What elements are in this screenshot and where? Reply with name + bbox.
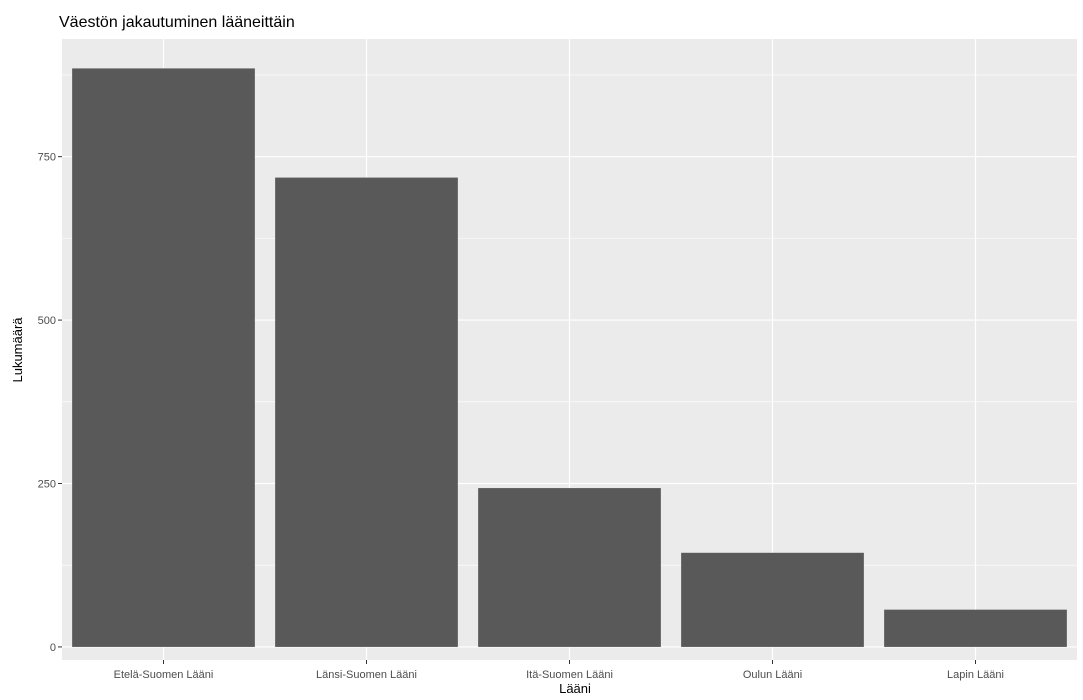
x-tick-label: Itä-Suomen Lääni bbox=[526, 669, 613, 681]
x-axis-title: Lääni bbox=[559, 681, 591, 696]
y-tick-label: 500 bbox=[38, 315, 56, 327]
y-tick-label: 250 bbox=[38, 479, 56, 491]
x-tick-label: Länsi-Suomen Lääni bbox=[316, 669, 417, 681]
bar bbox=[681, 552, 864, 647]
bar bbox=[72, 68, 255, 647]
x-tick-label: Lapin Lääni bbox=[947, 669, 1004, 681]
bar bbox=[478, 488, 661, 647]
y-axis-title: Lukumäärä bbox=[10, 317, 25, 383]
bar-series bbox=[72, 68, 1067, 647]
y-tick-label: 0 bbox=[50, 642, 56, 654]
x-tick-label: Etelä-Suomen Lääni bbox=[114, 669, 214, 681]
x-axis-ticks: Etelä-Suomen Lääni Länsi-Suomen Lääni Itä-… bbox=[114, 660, 1004, 681]
bar bbox=[275, 177, 458, 647]
y-tick-label: 750 bbox=[38, 152, 56, 164]
y-axis-ticks: 0 250 500 750 bbox=[38, 152, 62, 654]
x-tick-label: Oulun Lääni bbox=[743, 669, 802, 681]
bar bbox=[884, 609, 1067, 647]
chart-title: Väestön jakautuminen lääneittäin bbox=[59, 14, 295, 31]
